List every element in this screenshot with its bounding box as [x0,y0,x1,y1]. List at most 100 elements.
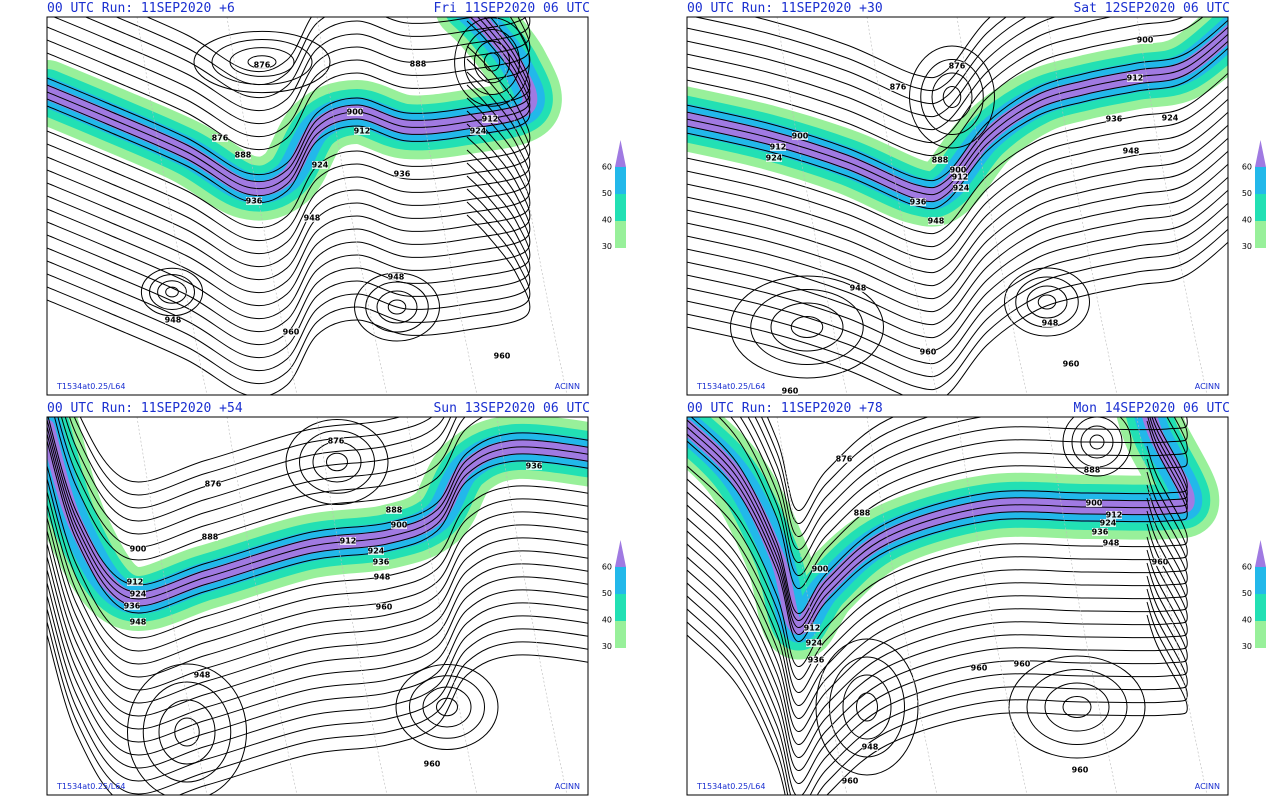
contour [52,17,531,112]
legend-label: 50 [1242,189,1252,198]
label-bg [949,62,965,70]
contour [47,608,588,782]
contour-closed [157,280,187,304]
contour-label: 924 [953,184,970,193]
contour [687,241,1228,395]
contour [687,124,1228,287]
contour-closed [127,663,247,795]
contour-label: 936 [124,602,141,611]
label-bg [386,506,402,514]
contour-closed [464,29,520,95]
legend-swatch [1255,594,1266,621]
contour [47,417,588,586]
contour-label: 948 [1042,319,1059,328]
contour-label: 900 [1086,499,1103,508]
label-bg [1100,519,1116,527]
contour [115,17,477,86]
contour [687,163,1228,326]
contour-label: 912 [127,578,144,587]
contour-label: 936 [526,462,543,471]
label-bg [526,462,542,470]
legend-swatch [1255,194,1266,221]
contour [687,497,1188,719]
contour-closed [1026,669,1128,745]
contour [687,523,1188,745]
map-panel [47,417,588,795]
label-bg [424,760,440,768]
label-bg [340,537,356,545]
contour-closed [395,664,499,750]
contour [766,417,895,511]
contour-closed [1062,417,1132,477]
label-bg [347,108,363,116]
label-bg [1123,147,1139,155]
contour [754,417,1159,537]
label-bg [766,154,782,162]
contour [687,17,1184,144]
label-bg [368,547,384,555]
contour-label: 912 [952,173,969,182]
contour-label: 924 [368,547,385,556]
label-bg [953,184,969,192]
contour [687,549,1188,771]
contour [60,417,458,535]
valid-time: Fri 11SEP2020 06 UTC [433,1,590,16]
contour-closed [1089,434,1105,450]
label-bg [1092,528,1108,536]
label-bg [374,573,390,581]
contour-label: 888 [202,533,219,542]
contour [687,510,1188,732]
label-bg [165,316,181,324]
contour-label: 924 [1162,114,1179,123]
contour [73,417,433,496]
contour-label: 948 [130,618,147,627]
model-label: T1534at0.25/L64 [696,782,765,791]
contour-label: 936 [1092,528,1109,537]
meridian [1046,417,1118,795]
label-bg [1072,766,1088,774]
contour [47,530,588,704]
contour-closed [299,430,375,494]
contour-closed [842,674,892,740]
label-bg [1106,115,1122,123]
contour [687,588,1188,795]
label-bg [1086,499,1102,507]
label-bg [354,127,370,135]
meridian [1046,17,1118,395]
contour-closed [149,274,195,310]
contour-label: 960 [494,352,511,361]
label-bg [1042,319,1058,327]
contour-closed [931,72,973,122]
contour-closed [165,286,179,298]
contour [687,420,1188,642]
contour-label: 948 [388,273,405,282]
legend-label: 60 [1242,163,1252,172]
contour [47,440,588,614]
legend-label: 50 [602,589,612,598]
label-bg [1106,511,1122,519]
contour-closed [376,290,418,324]
contour-label: 876 [254,61,271,70]
contour-label: 960 [1063,360,1080,369]
label-bg [842,777,858,785]
label-bg [124,602,140,610]
source-label: ACINN [555,782,580,791]
label-bg [1152,558,1168,566]
label-bg [808,656,824,664]
map-frame [46,16,589,396]
contour [47,491,588,665]
meridian [316,17,388,395]
contour [47,17,531,138]
contour-label: 912 [340,537,357,546]
contour-label: 924 [470,127,487,136]
contour-label: 912 [1127,74,1144,83]
contour-closed [1044,682,1110,732]
contour-closed [1004,267,1090,337]
label-bg [373,558,389,566]
label-bg [862,743,878,751]
contour [687,614,1188,795]
label-bg [792,132,808,140]
legend-swatch [615,594,626,621]
label-bg [1103,539,1119,547]
legend-swatch [1255,567,1266,594]
